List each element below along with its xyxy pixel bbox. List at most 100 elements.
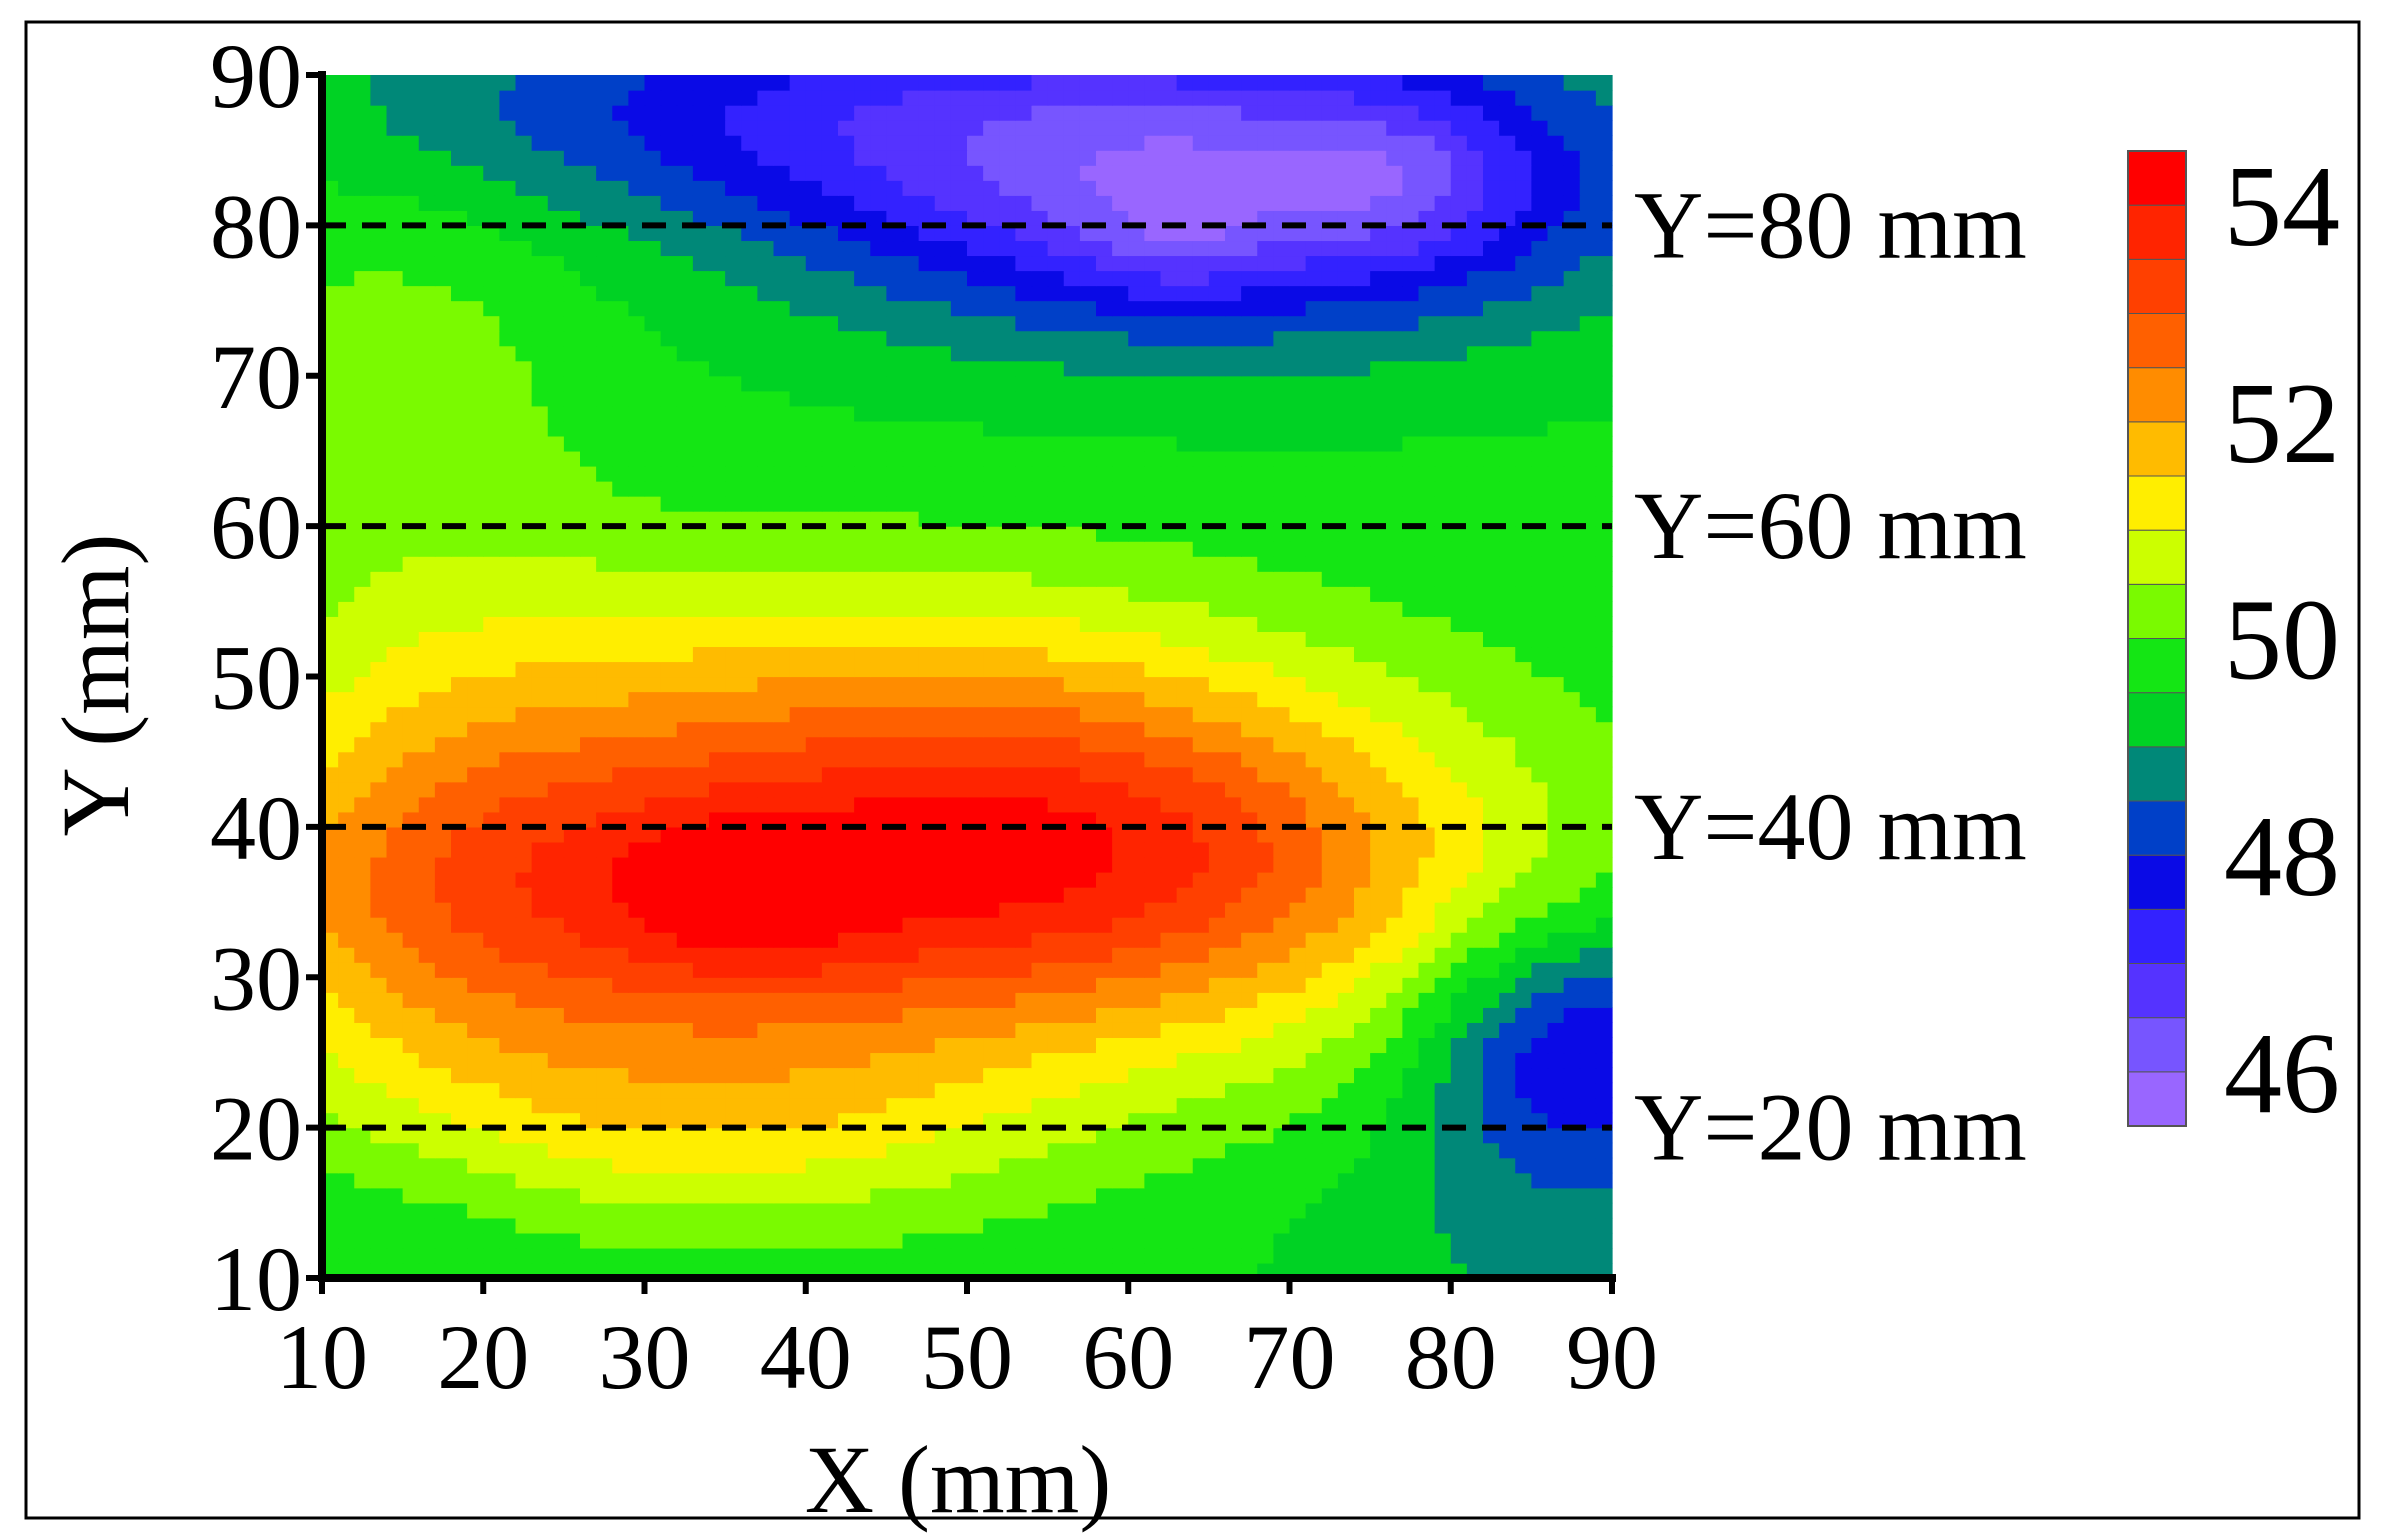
- heatmap-cell: [386, 481, 404, 497]
- heatmap-cell: [967, 871, 984, 888]
- heatmap-cell: [467, 601, 484, 617]
- heatmap-cell: [1047, 1067, 1065, 1084]
- heatmap-cell: [1112, 796, 1129, 813]
- heatmap-cell: [1015, 932, 1033, 948]
- heatmap-cell: [1015, 1067, 1033, 1084]
- heatmap-cell: [1370, 1247, 1387, 1264]
- heatmap-cell: [1386, 751, 1403, 768]
- heatmap-cell: [386, 1142, 404, 1159]
- heatmap-cell: [886, 360, 904, 377]
- heatmap-cell: [628, 496, 646, 512]
- heatmap-cell: [1225, 1022, 1242, 1038]
- heatmap-cell: [1483, 1097, 1500, 1114]
- heatmap-cell: [1128, 1082, 1145, 1099]
- heatmap-cell: [1483, 1112, 1500, 1129]
- heatmap-cell: [805, 450, 823, 467]
- heatmap-cell: [918, 766, 936, 783]
- heatmap-cell: [1402, 496, 1420, 512]
- heatmap-cell: [1241, 631, 1258, 648]
- heatmap-cell: [886, 826, 904, 843]
- heatmap-cell: [870, 571, 887, 587]
- heatmap-cell: [1595, 1202, 1613, 1219]
- heatmap-cell: [1450, 1142, 1468, 1159]
- heatmap-cell: [1079, 450, 1097, 467]
- heatmap-cell: [483, 360, 500, 377]
- heatmap-cell: [838, 1247, 855, 1264]
- heatmap-cell: [1112, 586, 1129, 602]
- heatmap-cell: [1273, 345, 1291, 362]
- heatmap-cell: [676, 1022, 694, 1038]
- heatmap-cell: [918, 691, 936, 708]
- heatmap-cell: [1047, 481, 1065, 497]
- heatmap-cell: [499, 450, 517, 467]
- heatmap-cell: [773, 1022, 791, 1038]
- heatmap-cell: [773, 1142, 791, 1159]
- heatmap-cell: [1305, 1187, 1323, 1204]
- heatmap-cell: [821, 435, 839, 452]
- heatmap-cell: [886, 481, 904, 497]
- heatmap-cell: [902, 1097, 920, 1114]
- heatmap-cell: [563, 571, 581, 587]
- heatmap-cell: [709, 992, 726, 1008]
- heatmap-cell: [1354, 736, 1371, 753]
- heatmap-cell: [676, 676, 694, 693]
- heatmap-cell: [1434, 1022, 1452, 1038]
- heatmap-cell: [451, 1157, 468, 1174]
- heatmap-cell: [1337, 1127, 1355, 1144]
- heatmap-cell: [1466, 902, 1484, 918]
- heatmap-cell: [1563, 1127, 1581, 1144]
- heatmap-cell: [1595, 1142, 1613, 1159]
- heatmap-cell: [918, 1247, 936, 1264]
- heatmap-cell: [467, 1127, 484, 1144]
- heatmap-cell: [660, 721, 678, 738]
- heatmap-cell: [483, 1052, 500, 1069]
- heatmap-cell: [1531, 887, 1549, 903]
- heatmap-cell: [1337, 345, 1355, 362]
- heatmap-cell: [1418, 1217, 1436, 1234]
- heatmap-cell: [1128, 571, 1145, 587]
- heatmap-cell: [967, 1217, 984, 1234]
- heatmap-cell: [1434, 1052, 1452, 1069]
- heatmap-cell: [418, 601, 436, 617]
- heatmap-cell: [1386, 1157, 1403, 1174]
- heatmap-cell: [402, 947, 420, 963]
- heatmap-cell: [725, 751, 742, 768]
- heatmap-cell: [1144, 616, 1162, 632]
- heatmap-cell: [854, 977, 871, 993]
- heatmap-cell: [628, 1052, 646, 1069]
- heatmap-cell: [757, 616, 775, 632]
- heatmap-cell: [1063, 676, 1081, 693]
- heatmap-cell: [725, 1202, 742, 1219]
- heatmap-cell: [1192, 405, 1210, 422]
- heatmap-cell: [692, 1112, 710, 1129]
- heatmap-cell: [1370, 360, 1387, 377]
- heatmap-cell: [870, 631, 887, 648]
- heatmap-cell: [1579, 781, 1597, 798]
- heatmap-cell: [1386, 601, 1403, 617]
- heatmap-cell: [612, 706, 629, 723]
- heatmap-cell: [983, 601, 1000, 617]
- heatmap-cell: [1079, 977, 1097, 993]
- heatmap-cell: [499, 405, 517, 422]
- heatmap-cell: [354, 1187, 371, 1204]
- heatmap-cell: [821, 781, 839, 798]
- heatmap-cell: [1402, 932, 1420, 948]
- heatmap-cell: [1337, 1067, 1355, 1084]
- heatmap-cell: [660, 586, 678, 602]
- heatmap-cell: [628, 1157, 646, 1174]
- heatmap-cell: [1079, 841, 1097, 858]
- heatmap-cell: [692, 721, 710, 738]
- heatmap-cell: [434, 751, 452, 768]
- heatmap-cell: [1305, 1157, 1323, 1174]
- heatmap-cell: [1015, 541, 1033, 557]
- heatmap-cell: [1176, 766, 1194, 783]
- heatmap-cell: [499, 691, 517, 708]
- heatmap-cell: [1337, 871, 1355, 888]
- heatmap-cell: [1063, 1142, 1081, 1159]
- heatmap-cell: [1128, 887, 1145, 903]
- heatmap-cell: [515, 932, 533, 948]
- heatmap-cell: [918, 721, 936, 738]
- heatmap-cell: [838, 856, 855, 873]
- heatmap-cell: [612, 405, 629, 422]
- heatmap-cell: [1450, 405, 1468, 422]
